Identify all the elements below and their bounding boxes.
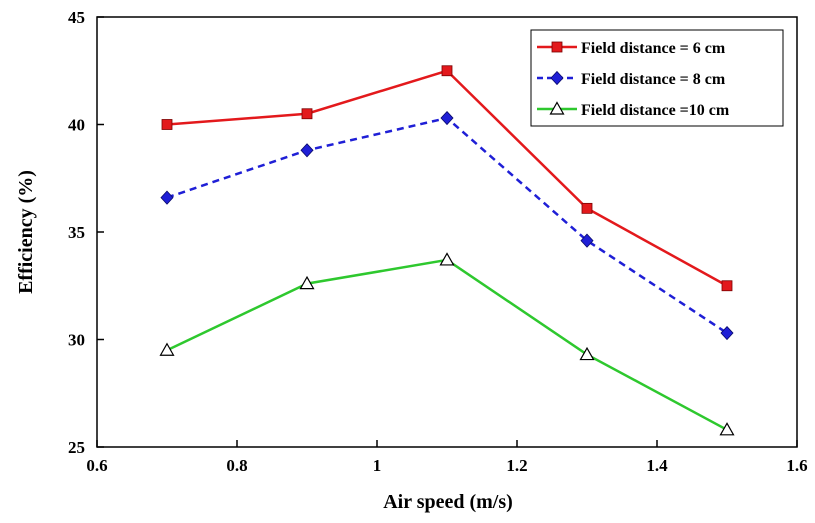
data-point <box>299 275 315 290</box>
legend-item-2: Field distance = 8 cm <box>537 70 726 88</box>
data-point <box>720 325 734 341</box>
x-axis: 0.6 0.8 1 1.2 1.4 1.6 <box>86 440 808 475</box>
data-point <box>719 422 735 436</box>
series-1 <box>161 65 733 292</box>
series-2 <box>160 110 734 341</box>
data-point <box>160 190 174 205</box>
y-tick-label: 40 <box>68 116 85 135</box>
y-axis-title: Efficiency (%) <box>15 170 37 294</box>
legend-label: Field distance =10 cm <box>581 102 730 119</box>
data-point <box>441 65 453 77</box>
x-tick-label: 1.4 <box>646 456 668 475</box>
y-tick-label: 35 <box>68 223 85 242</box>
data-point <box>581 202 593 214</box>
x-tick-label: 1 <box>373 456 382 475</box>
series-3 <box>159 252 735 436</box>
legend: Field distance = 6 cm Field distance = 8 … <box>530 29 784 127</box>
legend-swatch-marker <box>550 70 564 86</box>
legend-label: Field distance = 8 cm <box>581 71 726 88</box>
x-tick-label: 1.6 <box>786 456 807 475</box>
legend-item-1: Field distance = 6 cm <box>537 40 726 57</box>
data-point <box>580 233 594 248</box>
data-point <box>579 346 595 361</box>
data-point <box>161 119 173 130</box>
legend-label: Field distance = 6 cm <box>581 40 726 57</box>
series-line <box>166 258 728 431</box>
y-tick-label: 25 <box>68 438 85 457</box>
data-point <box>300 143 314 158</box>
series-layer <box>159 65 735 436</box>
x-tick-label: 1.2 <box>506 456 527 475</box>
x-tick-label: 0.8 <box>226 456 247 475</box>
legend-swatch-marker <box>549 101 565 115</box>
legend-item-3: Field distance =10 cm <box>537 101 730 119</box>
data-point <box>439 252 455 266</box>
y-tick-label: 30 <box>68 331 85 350</box>
y-axis: 25 30 35 40 45 <box>68 8 104 457</box>
x-axis-title: Air speed (m/s) <box>383 491 513 513</box>
legend-swatch-marker <box>551 41 563 53</box>
x-tick-label: 0.6 <box>86 456 107 475</box>
data-point <box>301 108 313 120</box>
series-line <box>166 116 728 335</box>
data-point <box>721 280 733 292</box>
y-tick-label: 45 <box>68 8 85 27</box>
data-point <box>440 110 454 126</box>
data-point <box>159 342 175 356</box>
